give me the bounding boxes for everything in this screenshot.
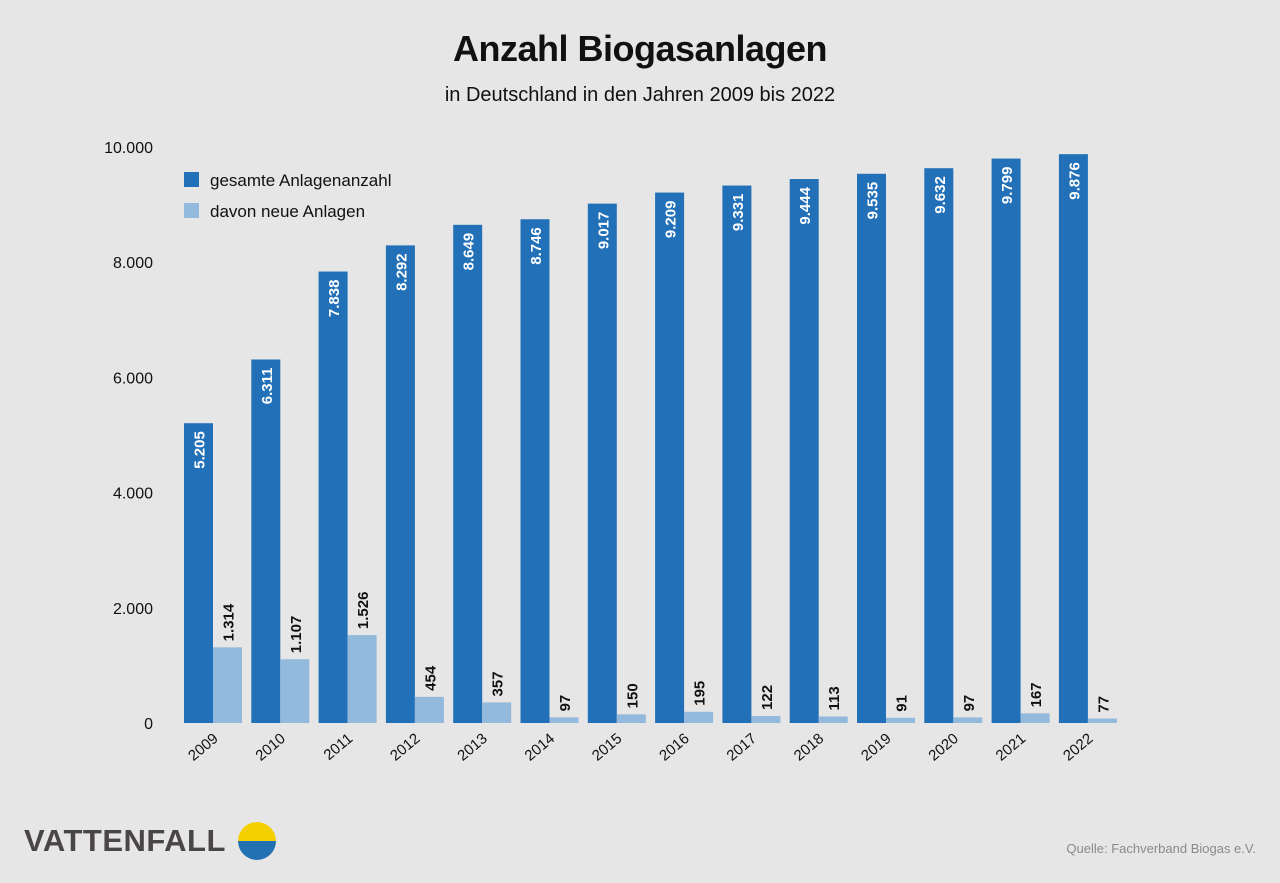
bar-total bbox=[857, 173, 886, 723]
data-label-new: 122 bbox=[759, 685, 776, 710]
x-tick-label: 2020 bbox=[925, 730, 961, 764]
bar-new bbox=[482, 702, 512, 723]
bar-new bbox=[347, 635, 377, 723]
bar-new bbox=[414, 696, 444, 723]
bar-total bbox=[789, 179, 819, 723]
data-label-new: 167 bbox=[1028, 682, 1045, 707]
x-tick-label: 2011 bbox=[321, 730, 357, 764]
legend-swatch bbox=[184, 172, 199, 187]
data-label-new: 195 bbox=[692, 681, 709, 706]
data-label-new: 454 bbox=[422, 665, 439, 691]
logo-text: VATTENFALL bbox=[24, 823, 226, 858]
data-label-total: 6.311 bbox=[259, 367, 276, 404]
bar-total bbox=[520, 219, 550, 723]
x-tick-label: 2022 bbox=[1060, 730, 1096, 764]
bar-total bbox=[924, 168, 954, 724]
data-label-new: 91 bbox=[894, 695, 911, 712]
data-label-new: 1.526 bbox=[355, 592, 372, 630]
data-label-new: 1.107 bbox=[288, 616, 305, 654]
bar-total bbox=[318, 271, 348, 723]
x-tick-label: 2014 bbox=[522, 730, 558, 764]
source-note: Quelle: Fachverband Biogas e.V. bbox=[1066, 841, 1256, 856]
data-label-total: 5.205 bbox=[192, 431, 209, 469]
data-label-total: 8.649 bbox=[461, 233, 478, 271]
y-tick-label: 10.000 bbox=[104, 140, 153, 157]
x-tick-label: 2016 bbox=[656, 730, 692, 764]
bar-new bbox=[818, 716, 848, 723]
x-tick-label: 2012 bbox=[387, 730, 423, 764]
bar-new bbox=[213, 647, 242, 723]
bar-new bbox=[886, 717, 915, 723]
data-label-total: 9.209 bbox=[663, 201, 680, 239]
bar-total bbox=[251, 359, 281, 723]
data-label-new: 77 bbox=[1095, 696, 1112, 713]
y-tick-label: 0 bbox=[144, 716, 153, 733]
bar-total bbox=[1058, 154, 1088, 723]
bar-new bbox=[1020, 713, 1050, 723]
bar-total bbox=[655, 192, 685, 724]
data-label-total: 9.799 bbox=[999, 167, 1016, 205]
bar-new bbox=[953, 717, 983, 723]
x-tick-label: 2017 bbox=[723, 730, 759, 764]
bar-new bbox=[684, 711, 714, 723]
x-tick-label: 2018 bbox=[791, 730, 827, 764]
bar-total bbox=[991, 158, 1021, 723]
data-label-total: 7.838 bbox=[326, 280, 343, 318]
bar-total bbox=[385, 245, 415, 723]
legend-swatch bbox=[184, 203, 199, 218]
y-tick-label: 6.000 bbox=[113, 370, 153, 387]
x-tick-label: 2019 bbox=[858, 730, 894, 764]
data-label-total: 9.632 bbox=[932, 176, 949, 214]
data-label-total: 9.444 bbox=[797, 186, 814, 224]
x-tick-label: 2010 bbox=[252, 730, 288, 764]
y-tick-label: 2.000 bbox=[113, 601, 153, 618]
data-label-new: 357 bbox=[490, 671, 507, 696]
data-label-new: 113 bbox=[826, 686, 843, 710]
y-tick-label: 8.000 bbox=[113, 255, 153, 272]
y-tick-label: 4.000 bbox=[113, 486, 153, 503]
vattenfall-logo: VATTENFALL bbox=[24, 822, 276, 860]
data-label-new: 150 bbox=[624, 683, 641, 708]
bar-total bbox=[587, 203, 617, 724]
logo-disc-icon bbox=[237, 822, 276, 860]
legend-label: davon neue Anlagen bbox=[210, 202, 365, 221]
data-label-new: 97 bbox=[961, 695, 978, 712]
x-tick-label: 2021 bbox=[993, 730, 1029, 764]
x-tick-label: 2015 bbox=[589, 730, 625, 764]
data-label-total: 9.017 bbox=[595, 212, 612, 250]
bar-total bbox=[184, 423, 213, 723]
bar-new bbox=[280, 659, 310, 723]
legend-label: gesamte Anlagenanzahl bbox=[210, 171, 391, 190]
bar-new bbox=[751, 715, 781, 723]
data-label-new: 1.314 bbox=[221, 603, 238, 641]
bar-new bbox=[1087, 718, 1117, 723]
chart-title: Anzahl Biogasanlagen bbox=[452, 28, 828, 69]
x-tick-label: 2013 bbox=[454, 730, 490, 764]
x-tick-label: 2009 bbox=[185, 730, 221, 764]
data-label-total: 9.331 bbox=[730, 194, 747, 232]
data-label-total: 8.746 bbox=[528, 227, 545, 265]
data-label-total: 9.876 bbox=[1066, 162, 1083, 200]
bar-new bbox=[616, 714, 646, 723]
bar-total bbox=[722, 185, 752, 723]
data-label-new: 97 bbox=[557, 695, 574, 712]
data-label-total: 9.535 bbox=[865, 182, 882, 220]
bar-total bbox=[453, 224, 483, 723]
chart-subtitle: in Deutschland in den Jahren 2009 bis 20… bbox=[444, 84, 836, 106]
bar-new bbox=[549, 717, 579, 723]
data-label-total: 8.292 bbox=[393, 253, 410, 291]
